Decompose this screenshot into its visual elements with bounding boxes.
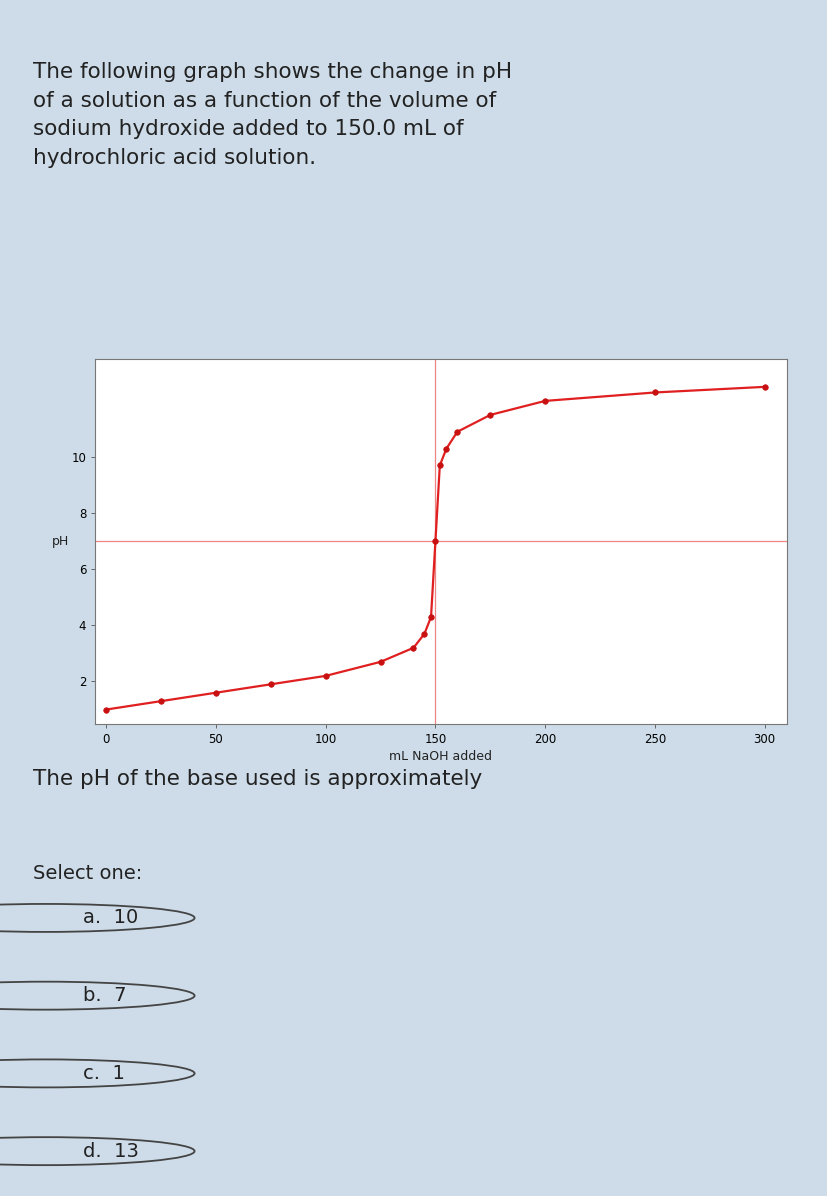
Text: The pH of the base used is approximately: The pH of the base used is approximately	[33, 769, 482, 789]
Text: The following graph shows the change in pH
of a solution as a function of the vo: The following graph shows the change in …	[33, 62, 512, 169]
Text: a.  10: a. 10	[83, 909, 138, 927]
Text: Select one:: Select one:	[33, 864, 142, 883]
X-axis label: mL NaOH added: mL NaOH added	[389, 750, 492, 763]
Text: b.  7: b. 7	[83, 987, 127, 1005]
Y-axis label: pH: pH	[51, 535, 69, 548]
Text: c.  1: c. 1	[83, 1064, 125, 1082]
Text: d.  13: d. 13	[83, 1142, 138, 1160]
